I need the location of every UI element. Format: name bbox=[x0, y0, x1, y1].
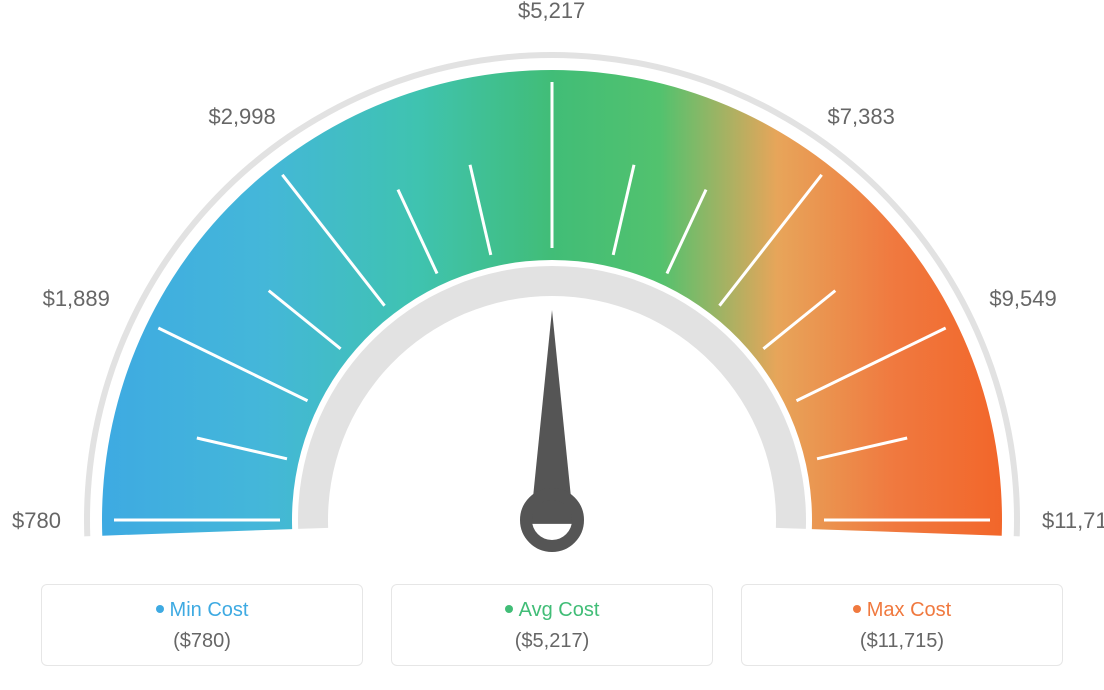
legend-value-avg: ($5,217) bbox=[392, 630, 712, 653]
legend-dot-max bbox=[853, 605, 861, 613]
gauge-tick-label: $11,715 bbox=[1042, 508, 1104, 534]
gauge-area: $780 $1,889 $2,998 $5,217 $7,383 $9,549 $11,71… bbox=[0, 0, 1104, 560]
gauge-tick-label: $9,549 bbox=[989, 286, 1056, 312]
legend-dot-min bbox=[156, 605, 164, 613]
legend-row: Min Cost ($780) Avg Cost ($5,217) Max Co… bbox=[0, 584, 1104, 666]
gauge-tick-label: $7,383 bbox=[828, 104, 895, 130]
legend-title-text-avg: Avg Cost bbox=[519, 599, 600, 621]
legend-card-min: Min Cost ($780) bbox=[41, 584, 363, 666]
legend-value-min: ($780) bbox=[42, 630, 362, 653]
legend-title-text-max: Max Cost bbox=[867, 599, 951, 621]
legend-card-max: Max Cost ($11,715) bbox=[741, 584, 1063, 666]
cost-gauge-chart: $780 $1,889 $2,998 $5,217 $7,383 $9,549 $11,71… bbox=[0, 0, 1104, 690]
legend-card-avg: Avg Cost ($5,217) bbox=[391, 584, 713, 666]
legend-dot-avg bbox=[505, 605, 513, 613]
gauge-tick-label: $780 bbox=[12, 508, 61, 534]
gauge-tick-label: $1,889 bbox=[43, 286, 110, 312]
legend-title-text-min: Min Cost bbox=[170, 599, 249, 621]
legend-value-max: ($11,715) bbox=[742, 630, 1062, 653]
gauge-tick-label: $2,998 bbox=[208, 104, 275, 130]
gauge-svg bbox=[0, 0, 1104, 560]
gauge-tick-label: $5,217 bbox=[518, 0, 585, 24]
legend-title-max: Max Cost bbox=[742, 599, 1062, 622]
legend-title-min: Min Cost bbox=[42, 599, 362, 622]
legend-title-avg: Avg Cost bbox=[392, 599, 712, 622]
